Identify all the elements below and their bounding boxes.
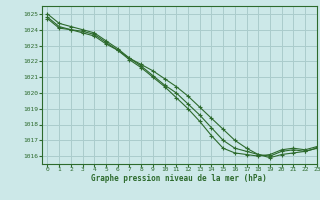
X-axis label: Graphe pression niveau de la mer (hPa): Graphe pression niveau de la mer (hPa) [91,174,267,183]
